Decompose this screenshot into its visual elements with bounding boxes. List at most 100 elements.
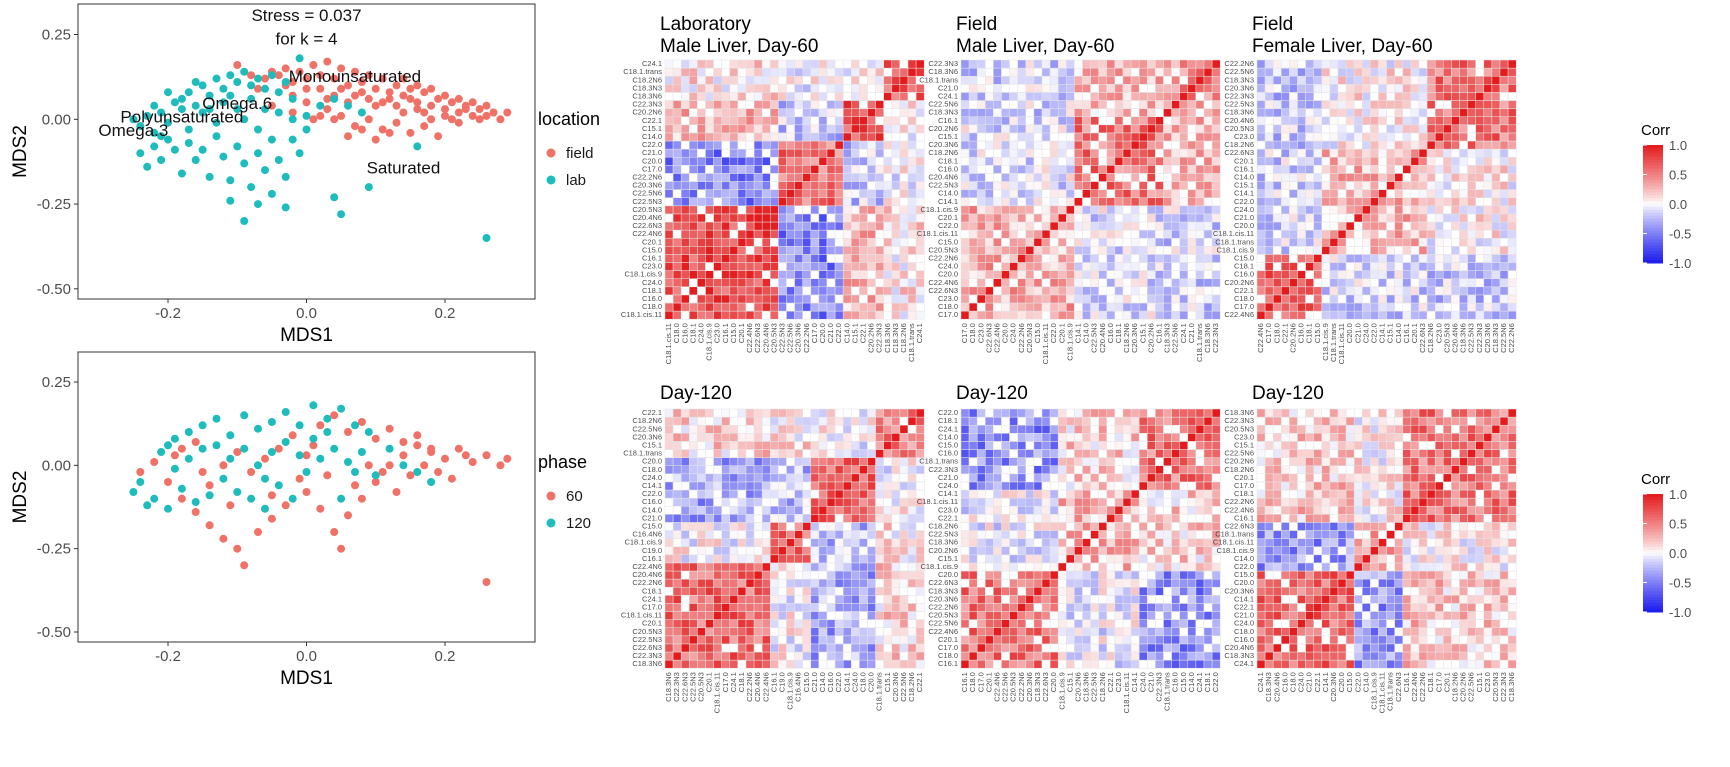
heatmap-cell [1410, 116, 1420, 126]
heatmap-cell [907, 603, 917, 612]
heatmap-cell [867, 286, 876, 296]
scatter-point-60 [371, 478, 380, 486]
heatmap-cell [672, 505, 682, 515]
heatmap-cell [859, 619, 868, 628]
heatmap-cell [713, 100, 722, 109]
heatmap-cell [826, 562, 836, 572]
heatmap-cell [842, 441, 852, 450]
heatmap-cell [1256, 59, 1266, 69]
heatmap-cell [1475, 278, 1485, 288]
heatmap-cell [1001, 278, 1010, 288]
heatmap-cell [1122, 92, 1132, 101]
heatmap-cell [1179, 254, 1189, 263]
heatmap-cell [1155, 140, 1164, 150]
heatmap-cell [721, 173, 731, 182]
heatmap-cell [745, 595, 755, 604]
heatmap-cell [867, 75, 876, 85]
heatmap-cell [1057, 75, 1067, 85]
heatmap-cell [1106, 270, 1116, 279]
heatmap-cell [851, 416, 860, 426]
corr-legend-label: -1.0 [1669, 256, 1691, 271]
heatmap-cell [985, 148, 994, 158]
heatmap-cell [1394, 246, 1404, 255]
heatmap-cell [1345, 270, 1355, 279]
heatmap-cell [875, 286, 884, 296]
heatmap-cell [1025, 270, 1035, 279]
heatmap-cell [976, 67, 986, 77]
heatmap-cell [1163, 619, 1172, 628]
heatmap-cell [1321, 100, 1331, 109]
scatter-point-60 [261, 454, 269, 463]
heatmap-cell [915, 116, 925, 126]
heatmap-cell [883, 497, 893, 507]
heatmap-cell [1353, 197, 1363, 207]
heatmap-cell [875, 514, 884, 523]
heatmap-cell [737, 441, 747, 450]
heatmap-cell [867, 505, 876, 515]
heatmap-cell [834, 611, 844, 620]
heatmap-cell [993, 124, 1002, 134]
heatmap-cell [1025, 189, 1035, 198]
heatmap-cell [818, 132, 828, 142]
heatmap-cell [968, 116, 978, 126]
heatmap-cell [1313, 132, 1323, 142]
heatmap-cell [1009, 270, 1018, 279]
heatmap-row-label: C22.2N6 [632, 173, 662, 182]
heatmap-cell [968, 197, 978, 207]
heatmap-cell [1394, 132, 1404, 142]
scatter-point-field [392, 81, 401, 90]
heatmap-cell [1329, 59, 1339, 69]
heatmap-cell [859, 246, 868, 255]
heatmap-cell [1305, 237, 1314, 247]
heatmap-cell [1049, 156, 1059, 166]
heatmap-cell [1289, 237, 1298, 247]
heatmap-cell [1272, 270, 1282, 279]
heatmap-cell [1090, 611, 1099, 620]
heatmap-cell [1281, 116, 1290, 126]
heatmap-cell [1264, 262, 1274, 271]
heatmap-cell [1345, 67, 1355, 77]
heatmap-cell [907, 522, 917, 531]
heatmap-cell [1483, 165, 1493, 174]
heatmap-cell [1171, 270, 1180, 279]
heatmap-cell [1130, 611, 1140, 620]
heatmap-cell [842, 522, 852, 531]
heatmap-cell [859, 278, 868, 288]
heatmap-cell [915, 189, 925, 198]
heatmap-cell [891, 473, 901, 483]
heatmap-cell [705, 514, 714, 523]
heatmap-cell [915, 270, 925, 279]
heatmap-cell [826, 586, 836, 596]
heatmap-cell [802, 659, 812, 669]
heatmap-cell [1057, 189, 1067, 198]
heatmap-cell [859, 449, 868, 458]
heatmap-cell [737, 124, 747, 134]
heatmap-cell [770, 132, 779, 142]
heatmap-cell [1138, 246, 1148, 255]
heatmap-cell [1507, 67, 1517, 77]
heatmap-cell [993, 100, 1002, 109]
heatmap-cell [697, 497, 706, 507]
heatmap-cell [826, 181, 836, 190]
heatmap-cell [899, 433, 909, 442]
heatmap-row-label: C20.4N6 [632, 213, 662, 222]
heatmap-cell [1179, 124, 1189, 134]
heatmap-cell [802, 408, 812, 418]
heatmap-cell [664, 416, 674, 426]
heatmap-cell [1211, 140, 1221, 150]
heatmap-cell [1074, 246, 1083, 255]
heatmap-cell [810, 473, 820, 483]
heatmap-cell [697, 213, 706, 223]
heatmap-cell [770, 246, 779, 255]
heatmap-cell [1163, 84, 1172, 93]
heatmap-cell [1507, 59, 1517, 69]
heatmap-row-label: C18.2N6 [632, 416, 662, 425]
heatmap-row-label: C16.1 [642, 254, 662, 263]
heatmap-cell [883, 611, 893, 620]
heatmap-cell [761, 213, 771, 223]
heatmap-cell [1001, 132, 1010, 142]
heatmap-cell [802, 416, 812, 426]
heatmap-cell [697, 124, 706, 134]
heatmap-cell [842, 635, 852, 645]
heatmap-cell [1147, 59, 1156, 69]
